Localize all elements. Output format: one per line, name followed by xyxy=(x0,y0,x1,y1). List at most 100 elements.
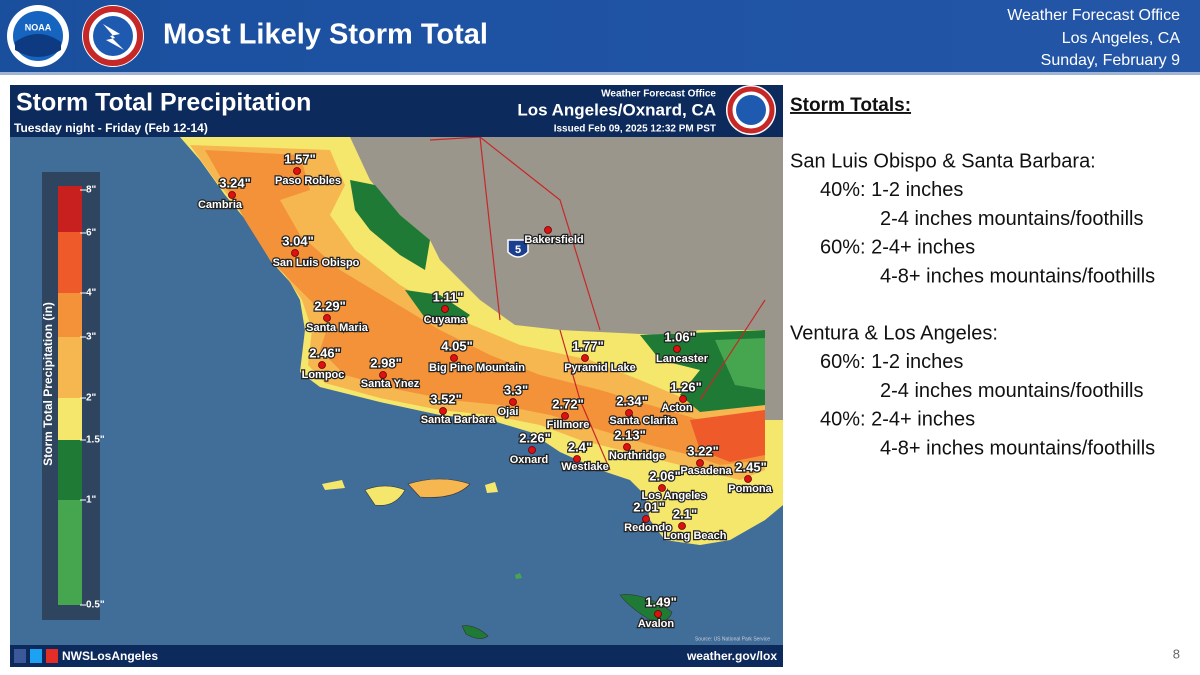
precip-green xyxy=(350,180,430,270)
city-amount: 2.26" xyxy=(519,430,550,445)
city-name: Pyramid Lake xyxy=(564,362,636,374)
panel-line: 40%: 1-2 inches xyxy=(820,179,963,201)
city-amount: 2.46" xyxy=(309,345,340,360)
office-line: Sunday, February 9 xyxy=(1041,52,1180,69)
city-amount: 1.77" xyxy=(572,338,603,353)
city-name: Pasadena xyxy=(680,465,732,477)
city-amount: 4.05" xyxy=(441,338,472,353)
city-amount: 3.04" xyxy=(282,233,313,248)
city-amount: 2.13" xyxy=(614,427,645,442)
panel-line: 60%: 1-2 inches xyxy=(820,351,963,373)
legend-swatch xyxy=(58,337,82,398)
city-amount: 2.29" xyxy=(314,298,345,313)
city-name: Bakersfield xyxy=(524,234,583,246)
city-dot xyxy=(642,515,650,523)
island xyxy=(461,625,489,639)
legend-label: 2" xyxy=(86,393,97,404)
city-dot xyxy=(654,610,662,618)
city-name: Long Beach xyxy=(664,530,727,542)
city-amount: 2.45" xyxy=(735,459,766,474)
interstate-label: 5 xyxy=(515,244,521,256)
nws-core xyxy=(736,95,766,125)
city-dot xyxy=(573,455,581,463)
city-amount: 3.52" xyxy=(430,391,461,406)
city-name: Westlake xyxy=(561,461,609,473)
city-amount: 2.98" xyxy=(370,355,401,370)
noaa-gull xyxy=(15,34,61,57)
slide-title: Most Likely Storm Total xyxy=(163,19,488,51)
panel-line: 4-8+ inches mountains/foothills xyxy=(880,437,1155,459)
legend-swatch xyxy=(58,186,82,232)
city-name: Oxnard xyxy=(510,454,549,466)
precip-red xyxy=(690,410,765,462)
city-dot xyxy=(679,395,687,403)
city-amount: 1.49" xyxy=(645,594,676,609)
map-source: Source: US National Park Service xyxy=(695,636,770,642)
legend-swatch xyxy=(58,293,82,337)
city-name: Redondo xyxy=(624,522,672,534)
city-name: San Luis Obispo xyxy=(273,257,360,269)
city-name: Pomona xyxy=(728,483,772,495)
map-issued: Issued Feb 09, 2025 12:32 PM PST xyxy=(554,124,716,135)
panel-line: 4-8+ inches mountains/foothills xyxy=(880,265,1155,287)
precip-orange-light xyxy=(190,145,765,480)
city-dot xyxy=(293,167,301,175)
city-amount: 1.11" xyxy=(433,289,464,304)
legend-swatch xyxy=(58,398,82,440)
legend-label: 3" xyxy=(86,332,97,343)
header-rule xyxy=(0,72,1200,75)
city-amount: 2.72" xyxy=(552,396,583,411)
city-amount: 3.3" xyxy=(504,382,528,397)
city-amount: 2.34" xyxy=(616,393,647,408)
nws-ring xyxy=(83,6,143,66)
legend-label: 1" xyxy=(86,495,97,506)
city-dot xyxy=(379,371,387,379)
city-name: Paso Robles xyxy=(275,175,341,187)
youtube-icon xyxy=(46,649,58,663)
panel-line: 40%: 2-4+ inches xyxy=(820,409,975,431)
city-name: Ojai xyxy=(498,406,519,418)
legend-swatch xyxy=(58,500,82,605)
city-dot xyxy=(450,354,458,362)
map: Storm Total Precipitation Tuesday night … xyxy=(10,85,783,667)
city-amount: 1.26" xyxy=(670,379,701,394)
city-amount: 2.1" xyxy=(673,506,697,521)
panel-region: San Luis Obispo & Santa Barbara: xyxy=(790,150,1096,172)
city-dot xyxy=(291,249,299,257)
city-dot xyxy=(544,226,552,234)
city-amount: 2.06" xyxy=(649,468,680,483)
city-amount: 1.06" xyxy=(664,329,695,344)
panel-line: 2-4 inches mountains/foothills xyxy=(880,208,1143,230)
legend-swatch xyxy=(58,232,82,293)
panel-heading: Storm Totals: xyxy=(790,95,911,116)
city-dot xyxy=(744,475,752,483)
city-name: Lompoc xyxy=(302,369,345,381)
city-dot xyxy=(318,361,326,369)
city-dot xyxy=(439,407,447,415)
legend-label: 6" xyxy=(86,228,97,239)
map-office: Weather Forecast Office xyxy=(601,89,716,100)
precip-green-light xyxy=(715,338,765,390)
city-name: Santa Maria xyxy=(306,322,369,334)
city-dot xyxy=(528,446,536,454)
legend-title: Storm Total Precipitation (in) xyxy=(41,302,55,466)
panel-region: Ventura & Los Angeles: xyxy=(790,322,998,344)
city-dot xyxy=(323,314,331,322)
city-dot xyxy=(228,191,236,199)
city-dot xyxy=(561,412,569,420)
panel-line: 2-4 inches mountains/foothills xyxy=(880,380,1143,402)
noaa-text: NOAA xyxy=(25,22,52,32)
city-amount: 3.22" xyxy=(687,443,718,458)
nws-bolt xyxy=(103,24,124,50)
island xyxy=(485,482,498,493)
legend-label: 8" xyxy=(86,185,97,196)
city-name: Los Angeles xyxy=(642,490,707,502)
city-dot xyxy=(678,522,686,530)
twitter-icon xyxy=(30,649,42,663)
city-name: Santa Ynez xyxy=(361,378,420,390)
city-name: Acton xyxy=(661,402,692,414)
city-amount: 2.01" xyxy=(633,499,664,514)
city-name: Northridge xyxy=(609,450,665,462)
city-amount: 1.57" xyxy=(284,151,315,166)
island xyxy=(407,478,471,498)
